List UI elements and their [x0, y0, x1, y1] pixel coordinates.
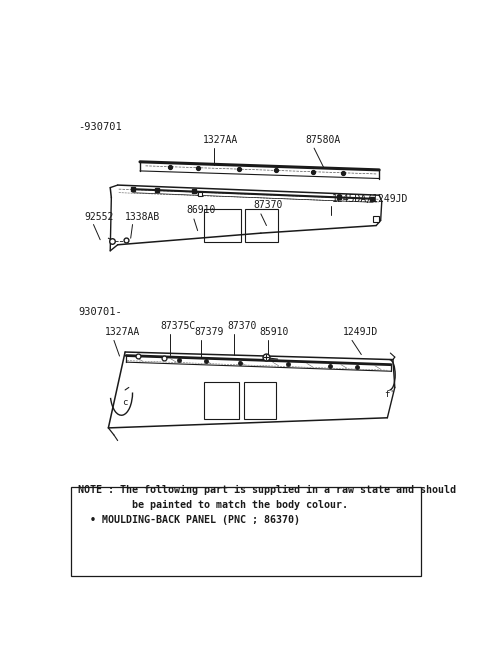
Text: -930701: -930701 — [79, 122, 122, 132]
Text: 87370: 87370 — [228, 321, 257, 330]
Text: 1245DA/1249JD: 1245DA/1249JD — [332, 194, 408, 204]
Text: 1327AA: 1327AA — [105, 327, 140, 337]
Text: 86910: 86910 — [186, 206, 216, 215]
Text: f': f' — [384, 390, 395, 399]
Text: c: c — [122, 397, 128, 407]
Text: 930701-: 930701- — [79, 307, 122, 317]
Text: be painted to match the body colour.: be painted to match the body colour. — [78, 500, 348, 510]
Text: 87580A: 87580A — [305, 135, 341, 145]
Text: 1249JD: 1249JD — [343, 327, 378, 337]
FancyBboxPatch shape — [204, 382, 240, 419]
Text: 92552: 92552 — [84, 212, 114, 221]
Text: NOTE : The following part is supplied in a raw state and should: NOTE : The following part is supplied in… — [78, 485, 456, 495]
Text: 87379: 87379 — [194, 327, 223, 337]
Text: 1338AB: 1338AB — [125, 212, 160, 221]
Text: 85910: 85910 — [259, 327, 288, 337]
FancyBboxPatch shape — [244, 382, 276, 419]
FancyBboxPatch shape — [245, 210, 278, 242]
Text: 87375C: 87375C — [160, 321, 196, 330]
Text: • MOULDING-BACK PANEL (PNC ; 86370): • MOULDING-BACK PANEL (PNC ; 86370) — [78, 515, 300, 525]
Text: 87370: 87370 — [253, 200, 283, 210]
Text: 1327AA: 1327AA — [203, 135, 239, 145]
FancyBboxPatch shape — [71, 487, 421, 576]
FancyBboxPatch shape — [204, 210, 241, 242]
